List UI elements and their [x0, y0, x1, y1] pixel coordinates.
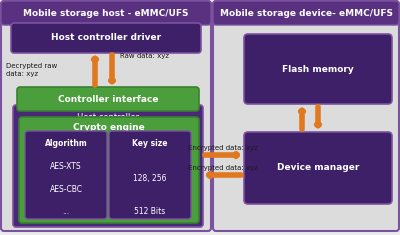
- Text: Flash memory: Flash memory: [282, 64, 354, 74]
- Text: Algorithm: Algorithm: [45, 140, 87, 149]
- Text: Encrypted data: xyz: Encrypted data: xyz: [188, 165, 258, 171]
- FancyBboxPatch shape: [213, 1, 399, 231]
- FancyBboxPatch shape: [25, 131, 107, 219]
- FancyBboxPatch shape: [13, 105, 203, 227]
- Text: Mobile storage host - eMMC/UFS: Mobile storage host - eMMC/UFS: [23, 8, 189, 17]
- Text: Key size: Key size: [132, 140, 168, 149]
- Text: Crypto engine: Crypto engine: [73, 124, 145, 133]
- Text: Host controller: Host controller: [77, 113, 139, 121]
- Text: AES-XTS: AES-XTS: [50, 162, 82, 171]
- Text: Decrypted raw
data: xyz: Decrypted raw data: xyz: [6, 63, 57, 77]
- FancyBboxPatch shape: [1, 1, 211, 25]
- Text: ...: ...: [62, 208, 70, 216]
- FancyBboxPatch shape: [109, 131, 191, 219]
- FancyBboxPatch shape: [213, 1, 399, 25]
- FancyBboxPatch shape: [19, 117, 199, 223]
- Text: Device manager: Device manager: [277, 164, 359, 172]
- Text: Encrypted data: xyz: Encrypted data: xyz: [188, 145, 258, 151]
- Text: Host controller driver: Host controller driver: [51, 34, 161, 43]
- FancyBboxPatch shape: [244, 34, 392, 104]
- Text: Mobile storage device- eMMC/UFS: Mobile storage device- eMMC/UFS: [220, 8, 392, 17]
- Text: 512 Bits: 512 Bits: [134, 208, 166, 216]
- FancyBboxPatch shape: [17, 87, 199, 111]
- Text: 128, 256: 128, 256: [133, 173, 167, 183]
- FancyBboxPatch shape: [11, 23, 201, 53]
- Text: Raw data: xyz: Raw data: xyz: [120, 53, 169, 59]
- FancyBboxPatch shape: [244, 132, 392, 204]
- FancyBboxPatch shape: [1, 1, 211, 231]
- Text: AES-CBC: AES-CBC: [50, 185, 82, 194]
- Text: Controller interface: Controller interface: [58, 94, 158, 103]
